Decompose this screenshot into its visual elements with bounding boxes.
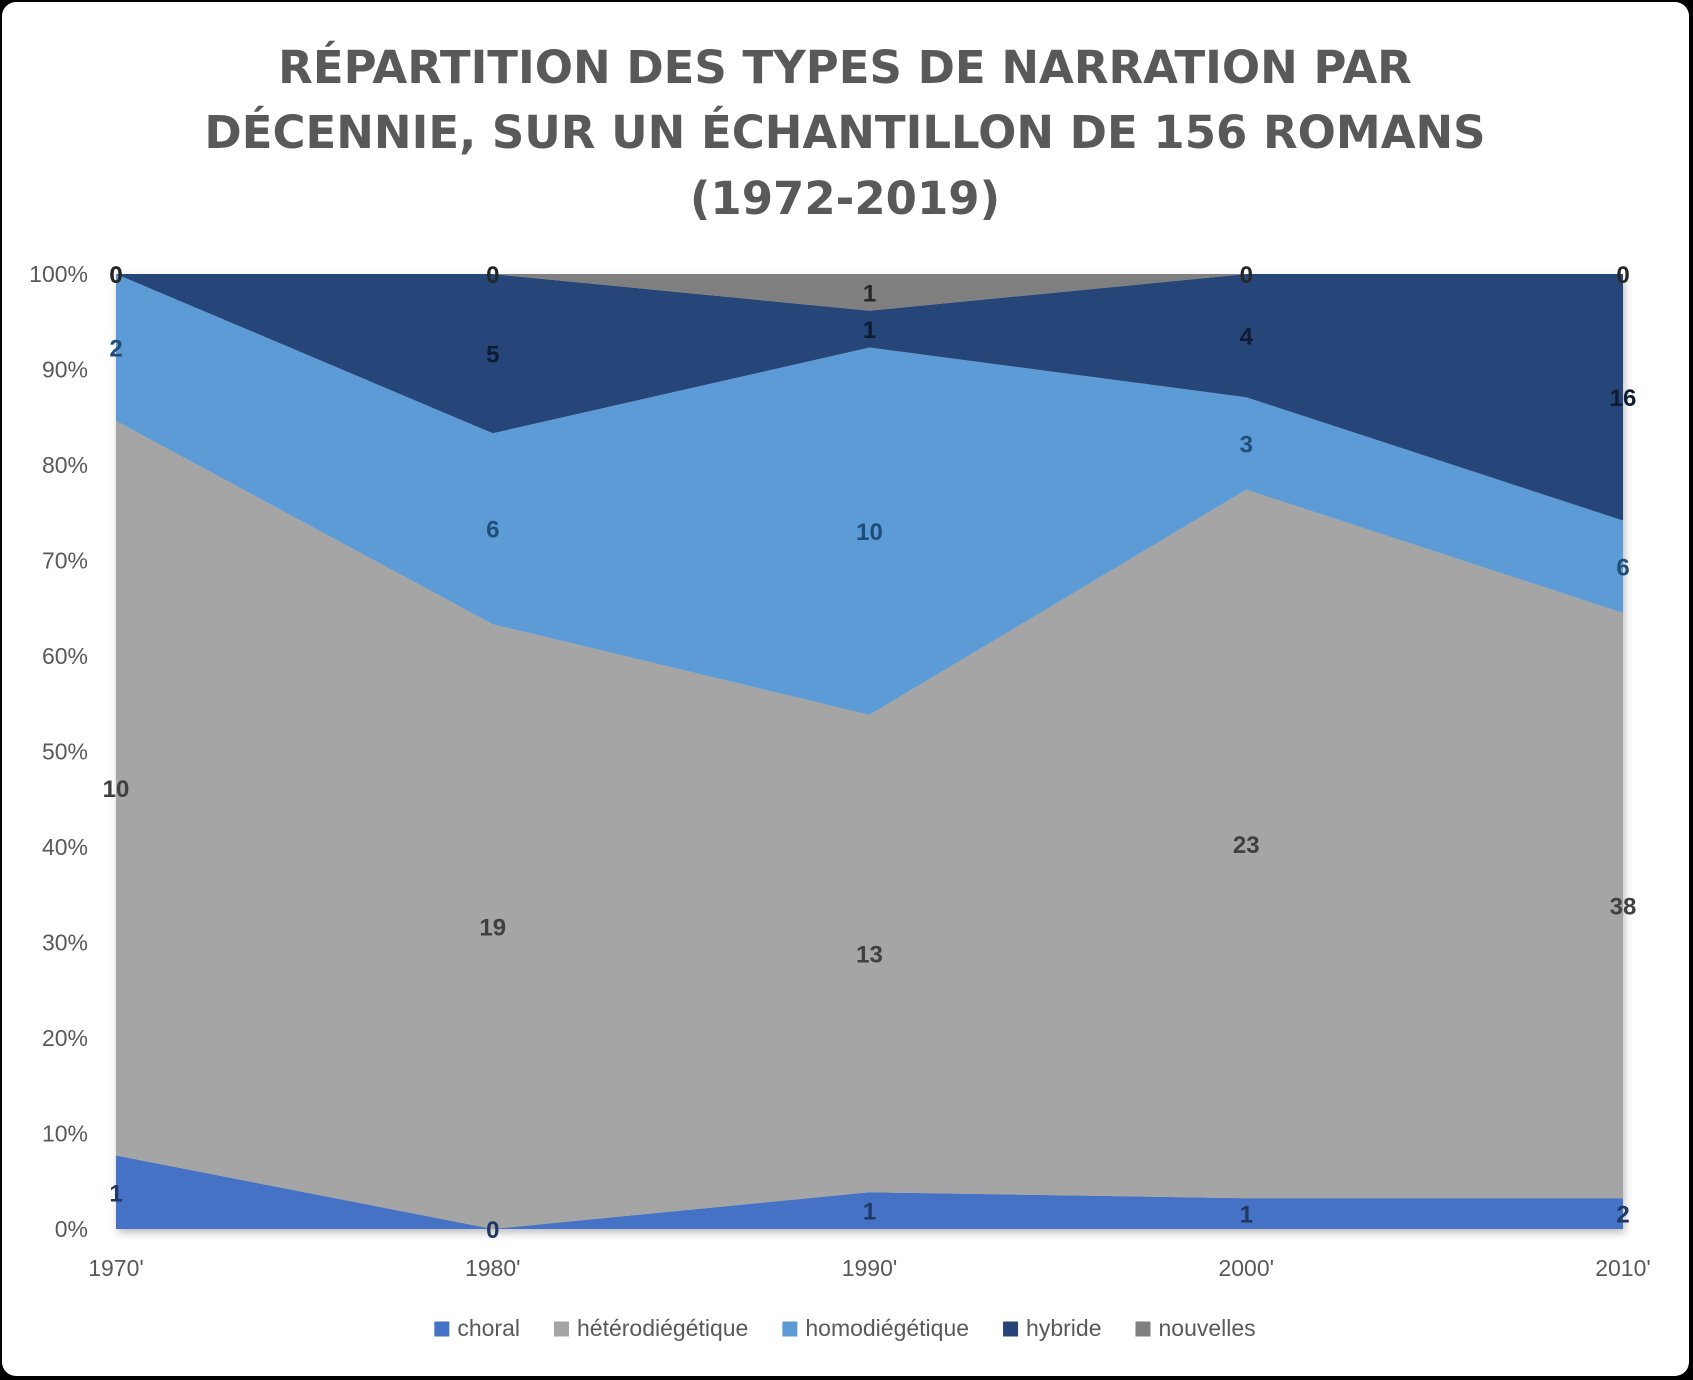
area-homodiegetique xyxy=(116,274,1623,715)
y-tick-label: 50% xyxy=(42,739,88,765)
data-label-homodiegetique: 10 xyxy=(856,519,883,546)
title-line-3: (1972-2019) xyxy=(690,172,1000,225)
y-tick-label: 60% xyxy=(42,643,88,669)
y-tick-label: 100% xyxy=(29,261,88,287)
data-label-choral: 2 xyxy=(1616,1202,1629,1229)
y-tick-label: 70% xyxy=(42,548,88,574)
area-choral xyxy=(116,1155,1623,1229)
data-label-hybride: 16 xyxy=(1610,385,1637,412)
data-label-homodiegetique: 3 xyxy=(1240,431,1253,458)
legend-label: nouvelles xyxy=(1158,1315,1255,1341)
legend-swatch xyxy=(553,1321,569,1337)
area-heterodiegetique xyxy=(116,420,1623,1229)
data-label-choral: 1 xyxy=(1240,1202,1253,1229)
y-tick-label: 20% xyxy=(42,1025,88,1051)
area-nouvelles xyxy=(116,274,1623,311)
data-label-homodiegetique: 6 xyxy=(1616,555,1629,582)
legend-swatch xyxy=(782,1321,798,1337)
data-label-heterodiegetique: 10 xyxy=(103,776,130,803)
title-line-2: DÉCENNIE, SUR UN ÉCHANTILLON DE 156 ROMA… xyxy=(204,106,1485,159)
x-tick-label: 1980' xyxy=(465,1255,521,1281)
data-label-nouvelles: 0 xyxy=(486,262,499,289)
data-label-homodiegetique: 2 xyxy=(109,335,122,362)
x-axis: 1970' 1980' 1990' 2000' 2010' xyxy=(88,1255,1651,1281)
data-label-homodiegetique: 6 xyxy=(486,517,499,544)
area-hybride xyxy=(116,274,1623,521)
x-tick-label: 1970' xyxy=(88,1255,144,1281)
y-tick-label: 80% xyxy=(42,452,88,478)
data-label-heterodiegetique: 23 xyxy=(1233,832,1260,859)
data-label-hybride: 1 xyxy=(863,317,876,344)
legend-label: homodiégétique xyxy=(805,1315,969,1341)
legend-swatch xyxy=(1135,1321,1151,1337)
y-tick-label: 40% xyxy=(42,834,88,860)
x-tick-label: 2000' xyxy=(1218,1255,1274,1281)
legend-swatch xyxy=(1003,1321,1019,1337)
data-label-heterodiegetique: 19 xyxy=(479,915,506,942)
data-label-nouvelles: 0 xyxy=(109,262,122,289)
chart-title: RÉPARTITION DES TYPES DE NARRATION PAR D… xyxy=(204,41,1485,225)
x-tick-label: 1990' xyxy=(842,1255,898,1281)
data-label-hybride: 0 xyxy=(109,262,122,289)
legend-label: hétérodiégétique xyxy=(577,1315,748,1341)
legend-label: hybride xyxy=(1026,1315,1101,1341)
data-label-choral: 0 xyxy=(486,1217,499,1244)
legend-swatch xyxy=(434,1321,450,1337)
legend: choral hétérodiégétique homodiégétique hybr… xyxy=(434,1315,1256,1341)
data-label-heterodiegetique: 13 xyxy=(856,942,883,969)
data-label-choral: 1 xyxy=(863,1199,876,1226)
data-label-nouvelles: 0 xyxy=(1616,262,1629,289)
plot-area xyxy=(116,274,1623,1229)
data-label-hybride: 4 xyxy=(1240,324,1254,351)
y-axis: 0% 10% 20% 30% 40% 50% 60% 70% 80% 90% 100% xyxy=(29,261,88,1242)
data-label-hybride: 5 xyxy=(486,342,499,369)
y-tick-label: 0% xyxy=(55,1216,88,1242)
y-tick-label: 90% xyxy=(42,357,88,383)
legend-label: choral xyxy=(457,1315,520,1341)
data-label-heterodiegetique: 38 xyxy=(1610,894,1637,921)
data-label-choral: 1 xyxy=(109,1180,122,1207)
data-label-nouvelles: 0 xyxy=(1240,262,1253,289)
title-line-1: RÉPARTITION DES TYPES DE NARRATION PAR xyxy=(278,41,1412,94)
y-tick-label: 30% xyxy=(42,930,88,956)
x-tick-label: 2010' xyxy=(1595,1255,1651,1281)
data-label-nouvelles: 1 xyxy=(863,280,876,307)
y-tick-label: 10% xyxy=(42,1121,88,1147)
